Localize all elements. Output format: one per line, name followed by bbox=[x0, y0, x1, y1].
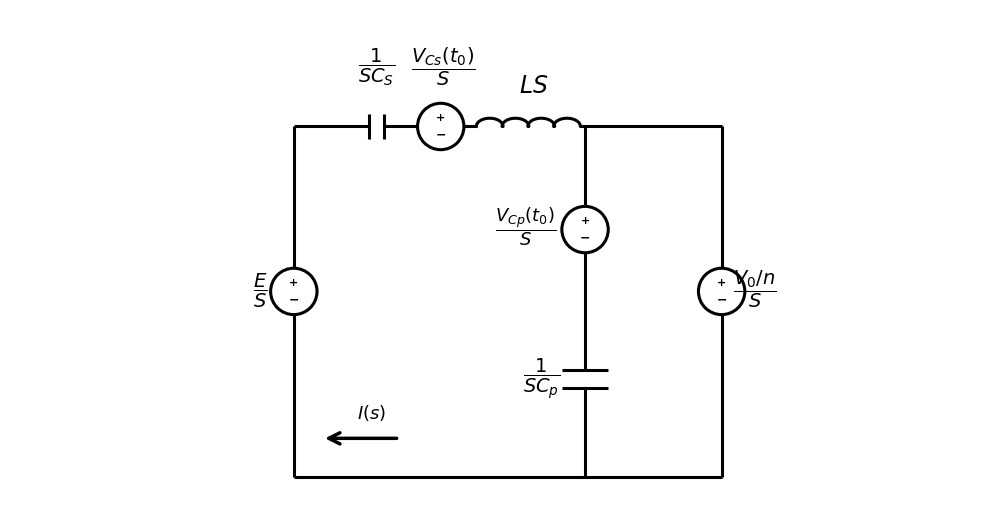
Text: −: − bbox=[289, 293, 299, 306]
Text: −: − bbox=[435, 128, 446, 141]
Text: $\dfrac{1}{SC_S}$: $\dfrac{1}{SC_S}$ bbox=[358, 46, 395, 88]
Text: −: − bbox=[716, 293, 727, 306]
Text: +: + bbox=[289, 278, 298, 288]
Text: $LS$: $LS$ bbox=[519, 74, 548, 98]
Circle shape bbox=[562, 206, 608, 253]
Text: −: − bbox=[580, 231, 590, 244]
Circle shape bbox=[418, 103, 464, 150]
Text: +: + bbox=[717, 278, 726, 288]
Circle shape bbox=[698, 268, 745, 315]
Text: $\dfrac{1}{SC_p}$: $\dfrac{1}{SC_p}$ bbox=[523, 357, 560, 401]
Text: $\dfrac{E}{S}$: $\dfrac{E}{S}$ bbox=[253, 272, 268, 311]
Text: +: + bbox=[436, 113, 445, 122]
Text: $\dfrac{V_{Cp}(t_0)}{S}$: $\dfrac{V_{Cp}(t_0)}{S}$ bbox=[495, 206, 556, 248]
Text: +: + bbox=[580, 216, 590, 226]
Text: $\dfrac{V_0/n}{S}$: $\dfrac{V_0/n}{S}$ bbox=[733, 268, 777, 309]
Text: $\dfrac{V_{Cs}(t_0)}{S}$: $\dfrac{V_{Cs}(t_0)}{S}$ bbox=[411, 45, 476, 88]
Text: $I(s)$: $I(s)$ bbox=[357, 403, 386, 423]
Circle shape bbox=[271, 268, 317, 315]
